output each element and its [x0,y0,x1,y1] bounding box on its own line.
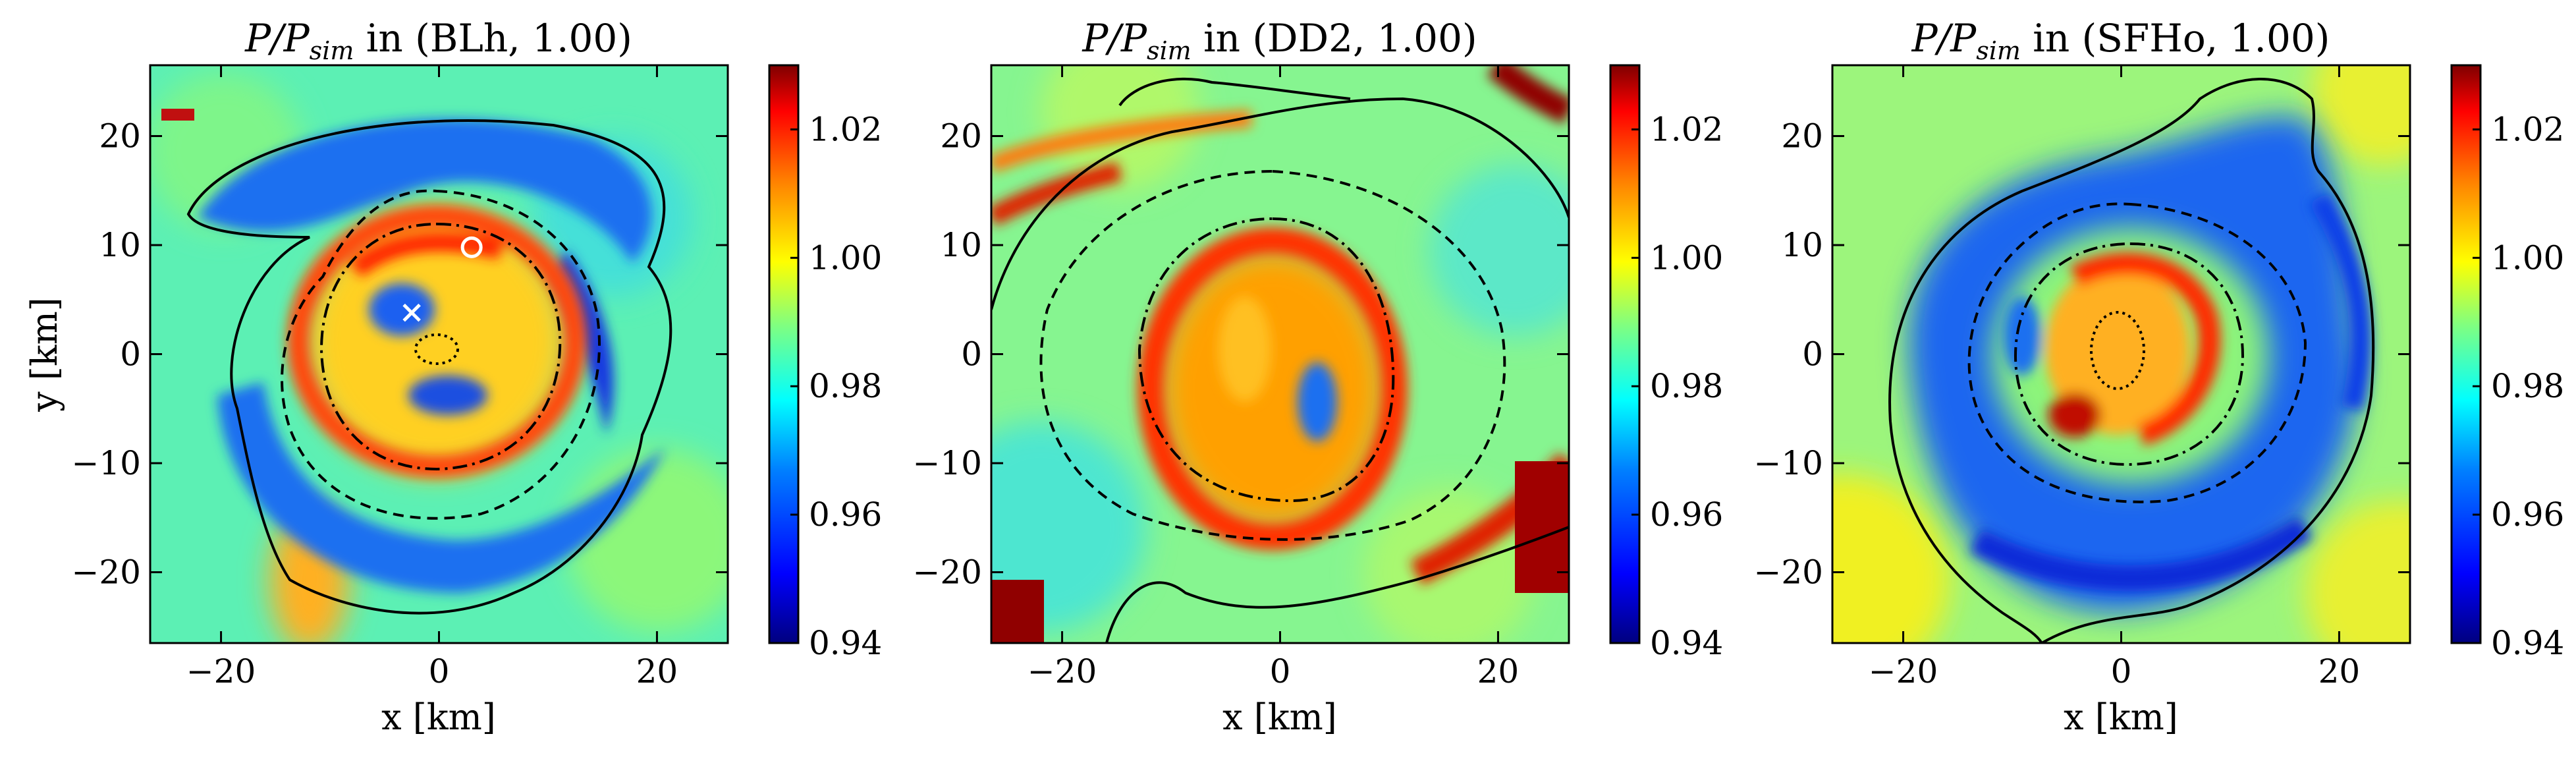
x-tick-label: −20 [1028,652,1097,690]
y-tick-label: 10 [99,226,141,264]
y-tick-label: −10 [71,444,141,482]
axis-ticks: −20 0 20 −20 −10 0 10 20 [912,65,1569,690]
x-tick-label: −20 [186,652,256,690]
panel-dd2: P/Psim in (DD2, 1.00) [912,16,1723,738]
y-tick-label: 20 [99,117,141,155]
colorbar-tick-label: 0.96 [2491,495,2564,534]
colorbar-tick-label: 0.94 [2491,624,2564,662]
x-axis-label: x [km] [381,696,496,738]
colorbar-tick-label: 0.98 [2491,367,2564,405]
colorbar-tick-label: 0.98 [1650,367,1723,405]
y-tick-label: −20 [912,553,982,591]
x-tick-label: 0 [2111,652,2132,690]
colorbar-tick-label: 1.02 [1650,110,1723,148]
x-tick-label: −20 [1869,652,1938,690]
colorbar-tick-label: 1.00 [2491,239,2564,277]
heatmap-image [991,65,1569,643]
colorbar-ticks: 0.94 0.96 0.98 1.00 1.02 [1631,110,1723,662]
y-tick-label: 10 [1781,226,1823,264]
x-tick-label: 20 [2318,652,2361,690]
colorbar-tick-label: 1.02 [809,110,882,148]
panel-title: P/Psim in (SFHo, 1.00) [1911,16,2330,65]
colorbar-tick-label: 0.94 [809,624,882,662]
heatmap-image [1832,65,2410,643]
colorbar-tick-label: 1.00 [1650,239,1723,277]
panel-title: P/Psim in (BLh, 1.00) [244,16,632,65]
x-tick-label: 0 [1270,652,1291,690]
colorbar [768,64,800,644]
colorbar-tick-label: 0.94 [1650,624,1723,662]
colorbar-ticks: 0.94 0.96 0.98 1.00 1.02 [2473,110,2564,662]
panel-sfho: P/Psim in (SFHo, 1.00) [1753,16,2564,738]
heatmap-image [150,65,728,643]
colorbar-tick-label: 0.98 [809,367,882,405]
colorbar [2450,64,2482,644]
y-tick-label: 0 [120,335,141,374]
y-tick-label: −10 [1753,444,1823,482]
y-tick-label: −20 [1753,553,1823,591]
colorbar-tick-label: 0.96 [809,495,882,534]
x-axis-label: x [km] [2064,696,2178,738]
colorbar [1609,64,1641,644]
x-tick-label: 20 [636,652,678,690]
x-tick-label: 20 [1477,652,1520,690]
circle-marker [460,236,483,258]
colorbar-tick-label: 0.96 [1650,495,1723,534]
y-tick-label: −20 [71,553,141,591]
x-axis-label: x [km] [1222,696,1337,738]
y-tick-label: 20 [940,117,982,155]
y-tick-label: 20 [1781,117,1823,155]
x-tick-label: 0 [429,652,450,690]
colorbar-tick-label: 1.02 [2491,110,2564,148]
panel-blh: P/Psim in (BLh, 1.00) [24,16,882,738]
colorbar-ticks: 0.94 0.96 0.98 1.00 1.02 [790,110,882,662]
y-tick-label: 10 [940,226,982,264]
y-tick-label: 0 [1802,335,1823,374]
y-tick-label: 0 [961,335,982,374]
axis-ticks: −20 0 20 −20 −10 0 10 20 [71,65,728,690]
y-tick-label: −10 [912,444,982,482]
panel-title: P/Psim in (DD2, 1.00) [1082,16,1477,65]
colorbar-tick-label: 1.00 [809,239,882,277]
axis-ticks: −20 0 20 −20 −10 0 10 20 [1753,65,2410,690]
marker-layer [402,236,483,322]
y-axis-label: y [km] [24,297,65,412]
cross-marker [402,303,421,322]
